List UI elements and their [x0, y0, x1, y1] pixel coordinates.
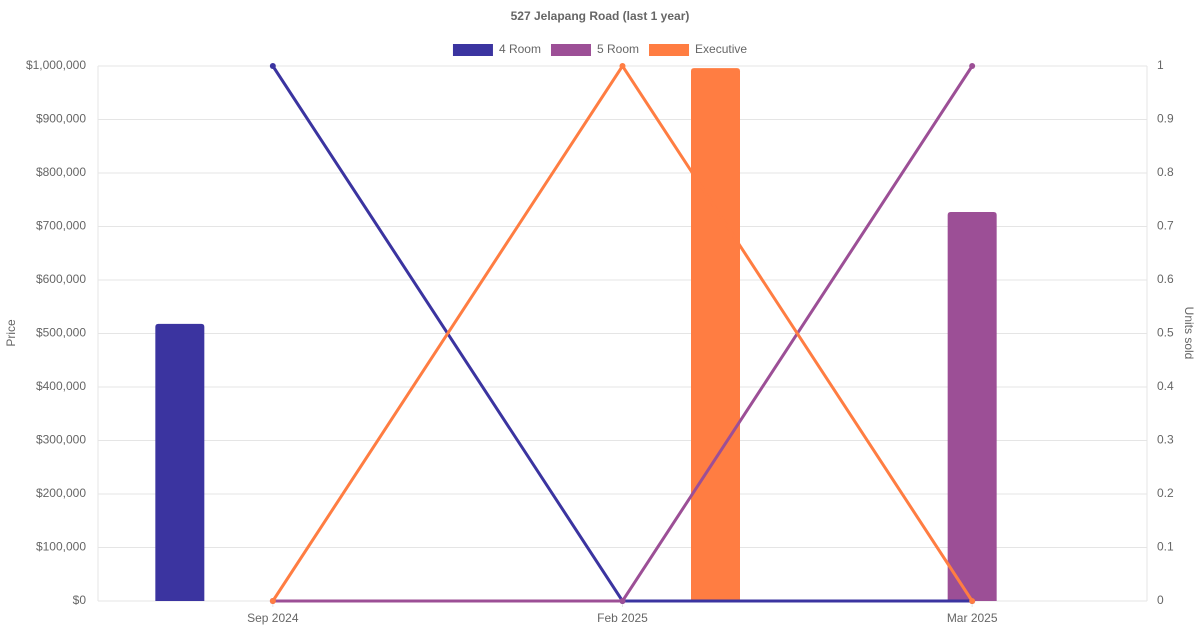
legend-label[interactable]: 5 Room [597, 42, 639, 56]
y-tick-label: $0 [73, 593, 87, 607]
x-tick-label: Mar 2025 [947, 611, 998, 625]
y2-tick-label: 0.7 [1157, 219, 1174, 233]
point [619, 598, 626, 604]
y-tick-label: $1,000,000 [26, 58, 86, 72]
y-tick-label: $600,000 [36, 272, 86, 286]
y2-tick-label: 1 [1157, 58, 1164, 72]
y-tick-label: $100,000 [36, 540, 86, 554]
y-tick-label: $200,000 [36, 486, 86, 500]
y2-tick-label: 0 [1157, 593, 1164, 607]
point [269, 63, 276, 69]
y-tick-label: $400,000 [36, 379, 86, 393]
point [969, 598, 976, 604]
y2-tick-label: 0.2 [1157, 486, 1174, 500]
bar [155, 323, 205, 601]
y-tick-label: $700,000 [36, 219, 86, 233]
legend-label[interactable]: 4 Room [499, 42, 541, 56]
legend-swatch[interactable] [649, 44, 690, 56]
y2-tick-label: 0.3 [1157, 433, 1174, 447]
y2-tick-label: 0.9 [1157, 112, 1174, 126]
x-tick-label: Sep 2024 [247, 611, 299, 625]
y2-tick-label: 0.5 [1157, 326, 1174, 340]
y2-tick-label: 0.6 [1157, 272, 1174, 286]
point [969, 63, 976, 69]
y-tick-label: $500,000 [36, 326, 86, 340]
y-tick-label: $300,000 [36, 433, 86, 447]
y2-tick-label: 0.8 [1157, 165, 1174, 179]
point [619, 63, 626, 69]
legend-swatch[interactable] [452, 44, 493, 56]
bar [947, 212, 997, 601]
bar [691, 68, 740, 601]
y-tick-label: $900,000 [36, 112, 86, 126]
y2-axis-title: Units sold [1182, 307, 1196, 360]
y-axis-title: Price [4, 319, 18, 347]
y-tick-label: $800,000 [36, 165, 86, 179]
y2-tick-label: 0.1 [1157, 540, 1174, 554]
legend-swatch[interactable] [550, 44, 591, 56]
y2-tick-label: 0.4 [1157, 379, 1174, 393]
chart-title: 527 Jelapang Road (last 1 year) [511, 9, 690, 23]
x-tick-label: Feb 2025 [597, 611, 648, 625]
point [269, 598, 276, 604]
legend-label[interactable]: Executive [695, 42, 747, 56]
